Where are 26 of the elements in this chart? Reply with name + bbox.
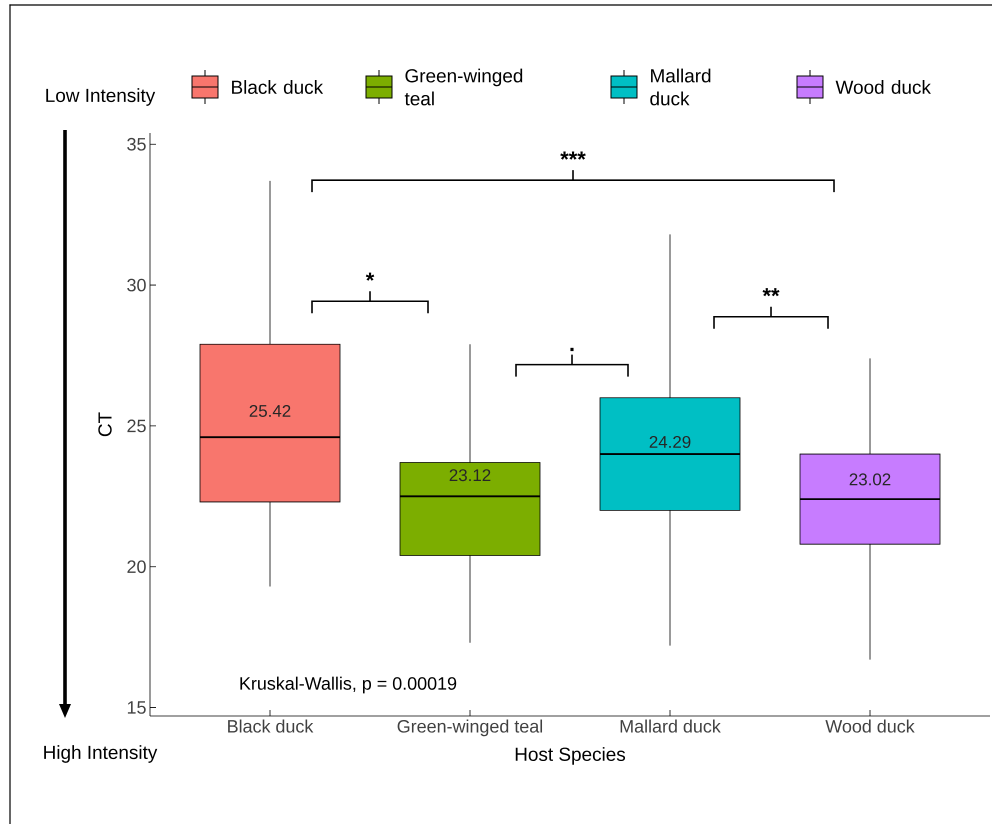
annotation: *** bbox=[560, 152, 586, 160]
annotation: 23.02 bbox=[850, 473, 890, 486]
x-tick-label: Mallard duck bbox=[620, 720, 721, 733]
annotation: ** bbox=[762, 288, 780, 296]
annotation: Kruskal-Wallis, p = 0.00019 bbox=[240, 676, 456, 694]
x-tick-label: Green-winged teal bbox=[398, 720, 542, 736]
legend-label: Wood duck bbox=[836, 80, 931, 94]
annotation: * bbox=[366, 272, 374, 281]
x-axis-title: Host Species bbox=[516, 747, 626, 765]
x-tick-label: Black duck bbox=[228, 720, 314, 733]
annotation: 24.29 bbox=[650, 436, 690, 448]
legend-label: Black duck bbox=[232, 80, 324, 94]
y-tick-label: 20 bbox=[127, 560, 146, 574]
y-tick-label: 35 bbox=[127, 138, 146, 151]
legend-label: Mallard duck bbox=[650, 68, 710, 106]
x-tick-label: Wood duck bbox=[825, 720, 915, 733]
y-tick-label: 25 bbox=[127, 420, 146, 432]
text: Low Intensity bbox=[46, 88, 156, 106]
annotation: . bbox=[570, 348, 574, 352]
legend-label: Green-winged teal bbox=[404, 68, 522, 106]
y-tick-label: 30 bbox=[127, 278, 146, 292]
y-axis-title: CT bbox=[98, 412, 112, 436]
annotation: 23.12 bbox=[450, 469, 490, 482]
annotation: 25.42 bbox=[250, 404, 290, 417]
y-tick-label: 15 bbox=[128, 701, 146, 714]
text: High Intensity bbox=[44, 745, 158, 763]
